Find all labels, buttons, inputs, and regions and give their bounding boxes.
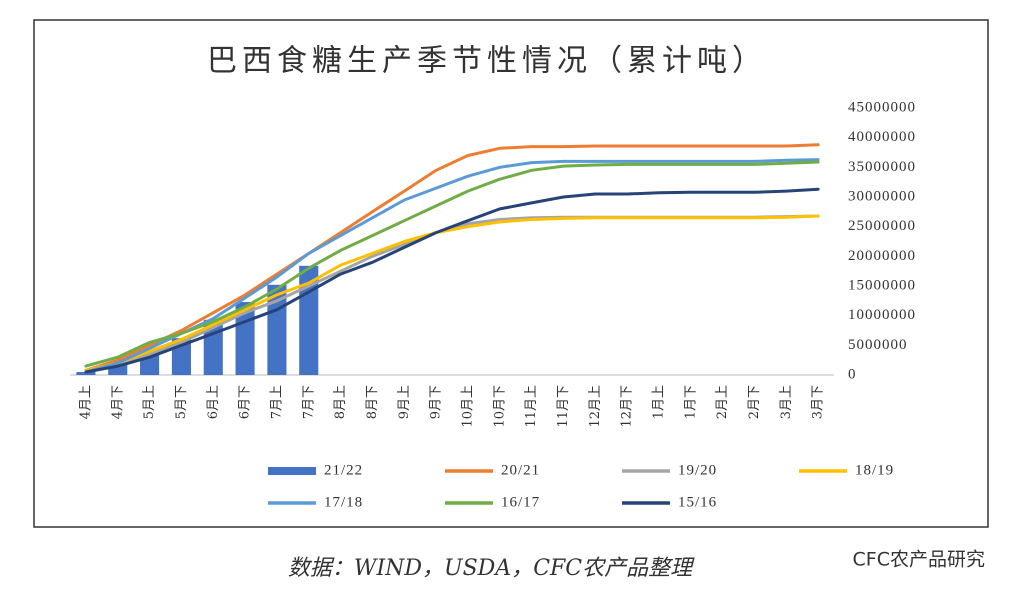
x-tick-label: 9月下 [429, 385, 444, 419]
line [84, 214, 820, 372]
x-tick-label: 2月下 [747, 385, 762, 419]
x-tick-label: 1月上 [651, 385, 666, 419]
y-tick-label: 5000000 [848, 337, 908, 353]
bar [108, 364, 128, 375]
y-tick-label: 30000000 [848, 188, 916, 204]
x-tick-label: 4月下 [110, 385, 125, 419]
line [84, 160, 820, 368]
watermark: CFC农产品研究 [853, 549, 985, 571]
x-tick-label: 8月上 [333, 385, 348, 419]
y-tick-label: 15000000 [848, 277, 916, 293]
x-tick-label: 11月下 [556, 385, 571, 428]
legend-label: 19/20 [678, 462, 717, 478]
chart-title: 巴西食糖生产季节性情况（累计吨） [207, 44, 767, 79]
x-tick-label: 2月上 [715, 385, 730, 419]
legend-label: 21/22 [324, 462, 363, 478]
legend-label: 16/17 [501, 494, 540, 510]
x-tick-label: 3月上 [779, 385, 794, 419]
y-tick-label: 0 [848, 366, 857, 382]
source: 数据：WIND，USDA，CFC农产品整理 [288, 556, 695, 581]
x-tick-label: 12月下 [620, 385, 635, 428]
x-tick-label: 6月下 [238, 385, 253, 419]
legend-label: 18/19 [855, 462, 894, 478]
y-tick-label: 40000000 [848, 129, 916, 145]
x-tick-label: 3月下 [811, 385, 826, 419]
x-tick-label: 10月上 [460, 385, 475, 428]
y-tick-label: 20000000 [848, 248, 916, 264]
x-tick-label: 1月下 [683, 385, 698, 419]
y-tick-label: 35000000 [848, 159, 916, 175]
y-tick-label: 25000000 [848, 218, 916, 234]
y-tick-label: 10000000 [848, 307, 916, 323]
x-tick-label: 8月下 [365, 385, 380, 419]
bar [76, 372, 96, 375]
x-tick-label: 7月下 [301, 385, 316, 419]
bar [203, 319, 223, 375]
legend-label: 15/16 [678, 494, 717, 510]
legend-label: 17/18 [324, 494, 363, 510]
x-tick-label: 9月上 [397, 385, 412, 419]
line [84, 158, 820, 374]
x-tick-label: 5月下 [174, 385, 189, 419]
x-tick-label: 6月上 [206, 385, 221, 419]
chart-border [33, 19, 989, 528]
legend-label: 20/21 [501, 462, 540, 478]
line [84, 187, 820, 374]
legend-swatch [268, 467, 316, 475]
x-tick-label: 5月上 [142, 385, 157, 419]
x-tick-label: 10月下 [492, 385, 507, 428]
x-tick-label: 7月上 [269, 385, 284, 419]
x-tick-label: 12月上 [588, 385, 603, 428]
x-tick-label: 4月上 [78, 385, 93, 419]
x-tick-label: 11月上 [524, 385, 539, 428]
line [84, 143, 820, 372]
y-tick-label: 45000000 [848, 99, 916, 115]
